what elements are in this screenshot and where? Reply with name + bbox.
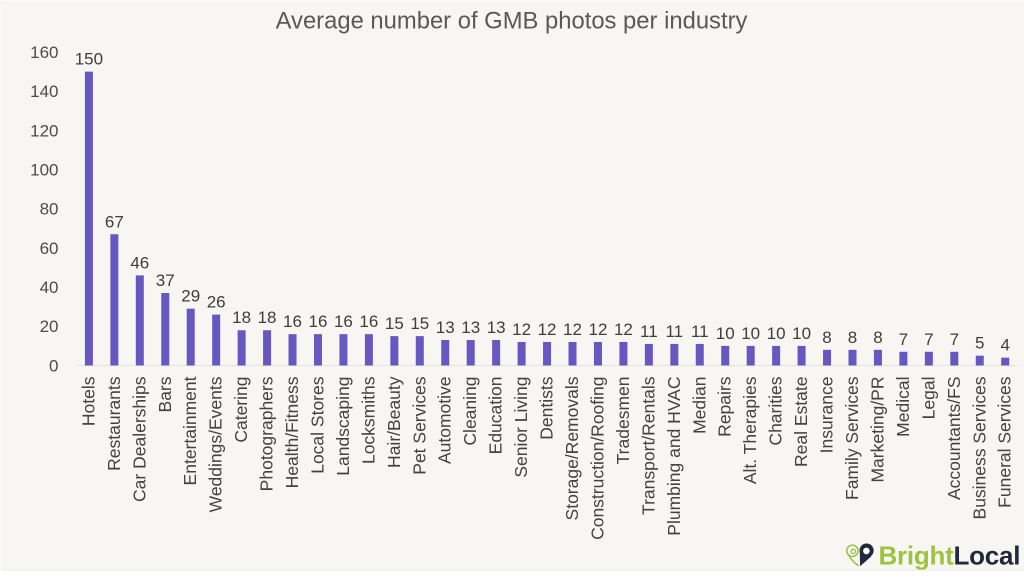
svg-text:7: 7	[950, 330, 959, 349]
svg-text:11: 11	[691, 322, 709, 341]
svg-text:Restaurants: Restaurants	[104, 376, 124, 471]
svg-text:12: 12	[588, 320, 607, 339]
svg-text:16: 16	[359, 312, 378, 331]
svg-text:46: 46	[130, 253, 149, 272]
svg-text:Insurance: Insurance	[817, 377, 837, 454]
svg-text:160: 160	[30, 43, 58, 62]
svg-text:Entertainment: Entertainment	[180, 376, 200, 485]
svg-text:40: 40	[40, 278, 59, 297]
svg-text:Weddings/Events: Weddings/Events	[206, 376, 226, 512]
svg-text:Senior Living: Senior Living	[511, 377, 531, 478]
svg-text:10: 10	[767, 324, 786, 343]
svg-text:4: 4	[1000, 336, 1009, 355]
svg-text:Hair/Beauty: Hair/Beauty	[384, 376, 404, 468]
svg-text:Hotels: Hotels	[78, 376, 98, 426]
svg-text:37: 37	[156, 271, 175, 290]
svg-text:Landscaping: Landscaping	[333, 377, 353, 476]
svg-text:Marketing/PR: Marketing/PR	[867, 377, 887, 483]
svg-text:Local Stores: Local Stores	[307, 376, 327, 474]
svg-text:0: 0	[49, 356, 58, 375]
svg-text:Funeral Services: Funeral Services	[995, 376, 1015, 508]
svg-text:Alt. Therapies: Alt. Therapies	[740, 376, 760, 484]
svg-text:Median: Median	[689, 377, 709, 434]
svg-text:Dentists: Dentists	[537, 376, 557, 439]
svg-text:Automotive: Automotive	[435, 377, 455, 465]
svg-text:26: 26	[207, 293, 226, 312]
svg-text:60: 60	[40, 239, 59, 258]
svg-text:13: 13	[461, 318, 480, 337]
svg-text:16: 16	[334, 312, 353, 331]
svg-text:Repairs: Repairs	[715, 376, 735, 437]
svg-text:Car Dealerships: Car Dealerships	[129, 376, 149, 502]
svg-text:120: 120	[30, 121, 58, 140]
svg-text:100: 100	[30, 161, 58, 180]
svg-text:Pet Services: Pet Services	[409, 376, 429, 474]
svg-text:67: 67	[105, 212, 124, 231]
svg-text:12: 12	[614, 320, 633, 339]
svg-text:Cleaning: Cleaning	[460, 377, 480, 446]
svg-text:Construction/Roofing: Construction/Roofing	[587, 377, 607, 540]
svg-text:Photographers: Photographers	[257, 376, 277, 491]
svg-text:Health/Fitness: Health/Fitness	[282, 376, 302, 488]
svg-text:Family Services: Family Services	[842, 376, 862, 500]
svg-text:Transport/Rentals: Transport/Rentals	[638, 376, 658, 515]
svg-text:12: 12	[538, 320, 557, 339]
svg-text:Business Services: Business Services	[969, 376, 989, 519]
svg-text:8: 8	[848, 328, 857, 347]
svg-text:10: 10	[741, 324, 760, 343]
svg-text:80: 80	[40, 200, 59, 219]
svg-text:Catering: Catering	[231, 377, 251, 443]
svg-text:16: 16	[283, 312, 302, 331]
svg-text:12: 12	[512, 320, 531, 339]
svg-text:13: 13	[487, 318, 506, 337]
svg-text:13: 13	[436, 318, 455, 337]
svg-text:7: 7	[899, 330, 908, 349]
svg-text:Locksmiths: Locksmiths	[358, 376, 378, 464]
svg-text:11: 11	[665, 322, 683, 341]
svg-text:Plumbing and HVAC: Plumbing and HVAC	[664, 377, 684, 536]
svg-text:10: 10	[792, 324, 811, 343]
svg-text:Storage/Removals: Storage/Removals	[562, 376, 582, 520]
svg-text:7: 7	[924, 330, 933, 349]
svg-text:18: 18	[258, 308, 277, 327]
svg-text:Bars: Bars	[155, 376, 175, 412]
svg-text:Legal: Legal	[918, 377, 938, 420]
svg-text:Average number of GMB photos p: Average number of GMB photos per industr…	[276, 8, 748, 35]
svg-text:150: 150	[75, 50, 103, 69]
svg-text:8: 8	[822, 328, 831, 347]
svg-text:BrightLocal: BrightLocal	[879, 541, 1021, 571]
svg-text:11: 11	[640, 322, 658, 341]
svg-text:12: 12	[563, 320, 582, 339]
svg-text:Real Estate: Real Estate	[791, 377, 811, 467]
svg-text:140: 140	[30, 82, 58, 101]
svg-text:15: 15	[385, 314, 404, 333]
svg-text:Charities: Charities	[766, 376, 786, 445]
svg-text:29: 29	[181, 287, 200, 306]
svg-text:10: 10	[716, 324, 735, 343]
svg-text:8: 8	[873, 328, 882, 347]
svg-text:Medical: Medical	[893, 377, 913, 437]
svg-text:Tradesmen: Tradesmen	[613, 377, 633, 465]
svg-text:16: 16	[309, 312, 328, 331]
svg-text:15: 15	[410, 314, 429, 333]
svg-text:5: 5	[975, 334, 984, 353]
svg-text:Education: Education	[486, 377, 506, 455]
svg-text:Accountants/FS: Accountants/FS	[944, 377, 964, 501]
svg-text:18: 18	[232, 308, 251, 327]
svg-text:20: 20	[40, 317, 59, 336]
